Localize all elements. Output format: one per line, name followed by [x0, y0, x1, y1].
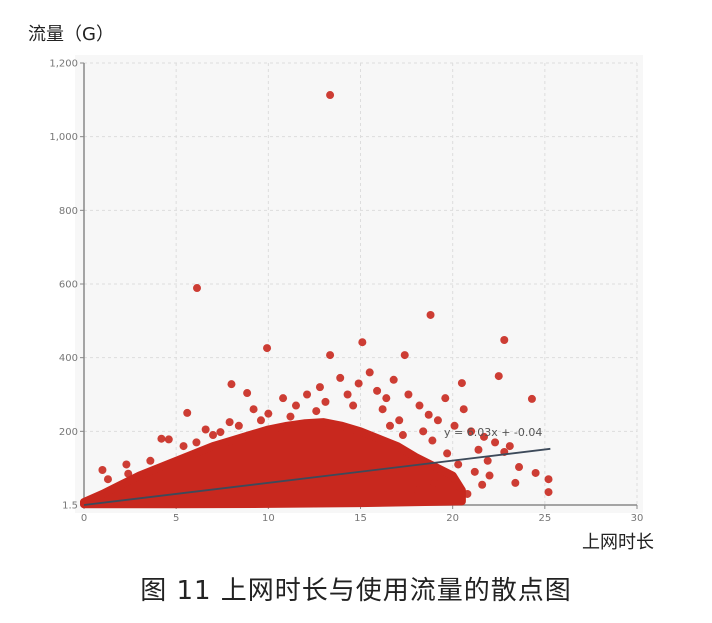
data-point: [500, 335, 509, 344]
x-axis-label: 上网时长: [582, 532, 654, 553]
data-point: [256, 416, 265, 425]
data-point: [179, 442, 188, 451]
data-point: [511, 478, 520, 487]
data-point: [349, 401, 358, 410]
data-point: [326, 91, 335, 100]
data-point: [415, 401, 424, 410]
data-point: [443, 449, 452, 458]
data-point: [413, 486, 422, 495]
trendline: [83, 447, 551, 506]
x-tick-label: 20: [446, 513, 459, 524]
data-point: [454, 460, 463, 469]
data-point: [227, 380, 236, 389]
data-point: [450, 421, 459, 430]
data-point: [192, 284, 201, 293]
data-point: [491, 438, 500, 447]
data-point: [122, 460, 131, 469]
data-point: [279, 394, 288, 403]
data-point: [467, 427, 476, 436]
data-point: [249, 405, 258, 414]
data-point: [373, 386, 382, 395]
data-point: [146, 456, 155, 465]
data-point: [505, 442, 514, 451]
data-point: [291, 401, 300, 410]
data-point: [389, 375, 398, 384]
y-axis-label: 流量（G）: [28, 24, 114, 45]
data-point: [286, 412, 295, 421]
y-tick-label: 800: [59, 206, 78, 217]
data-point: [385, 421, 394, 430]
x-tick-label: 5: [173, 513, 179, 524]
data-point: [483, 456, 492, 465]
data-point: [263, 344, 272, 353]
data-point: [433, 416, 442, 425]
data-point: [303, 390, 312, 399]
data-point: [424, 410, 433, 419]
data-point: [209, 431, 218, 440]
data-point: [474, 445, 483, 454]
data-point: [321, 397, 330, 406]
data-point: [441, 394, 450, 403]
data-point: [398, 431, 407, 440]
data-point: [343, 390, 352, 399]
data-point: [400, 351, 409, 360]
data-point: [216, 428, 225, 437]
data-point: [480, 432, 489, 441]
data-point: [527, 394, 536, 403]
data-point: [336, 373, 345, 382]
data-point: [485, 471, 494, 480]
data-point: [315, 383, 324, 392]
y-tick-label: 600: [59, 280, 78, 291]
y-tick-label: 400: [59, 353, 78, 364]
figure-caption: 图 11 上网时长与使用流量的散点图: [140, 576, 572, 606]
data-point: [365, 368, 374, 377]
data-point: [544, 488, 553, 497]
data-point: [98, 466, 107, 475]
data-point: [470, 467, 479, 476]
data-point: [192, 438, 201, 447]
dense-point-cluster: [80, 418, 466, 509]
data-point: [183, 408, 192, 417]
data-point: [201, 425, 210, 434]
data-point: [395, 416, 404, 425]
data-point: [463, 489, 472, 498]
data-point: [419, 427, 428, 436]
trendline-equation: y = 6.03x + -0.04: [444, 426, 542, 439]
y-tick-label: 200: [59, 427, 78, 438]
x-tick-label: 0: [81, 513, 87, 524]
data-point: [124, 469, 133, 478]
data-point: [478, 480, 487, 489]
data-point: [358, 338, 367, 347]
data-point: [426, 310, 435, 319]
data-point: [354, 379, 363, 388]
data-point: [157, 434, 166, 443]
data-point: [494, 372, 503, 381]
data-point: [326, 351, 335, 360]
data-point: [404, 390, 413, 399]
x-tick-label: 15: [354, 513, 367, 524]
data-point: [382, 394, 391, 403]
data-point: [225, 418, 234, 427]
data-point: [515, 463, 524, 472]
data-point: [164, 435, 173, 444]
x-tick-label: 10: [262, 513, 275, 524]
data-point: [459, 405, 468, 414]
x-tick-label: 30: [631, 513, 644, 524]
y-tick-label: 1,200: [49, 59, 78, 70]
x-tick-label: 25: [538, 513, 551, 524]
data-point: [378, 405, 387, 414]
y-tick-label: 1,000: [49, 132, 78, 143]
data-point: [264, 409, 273, 418]
data-point: [428, 436, 437, 445]
data-point: [430, 478, 439, 487]
data-point: [243, 389, 252, 398]
data-point: [234, 421, 243, 430]
data-point: [531, 468, 540, 477]
data-point: [544, 475, 553, 484]
y-tick-label: 1.5: [62, 501, 78, 512]
data-point: [457, 379, 466, 388]
data-point: [312, 407, 321, 416]
data-point: [103, 475, 112, 484]
